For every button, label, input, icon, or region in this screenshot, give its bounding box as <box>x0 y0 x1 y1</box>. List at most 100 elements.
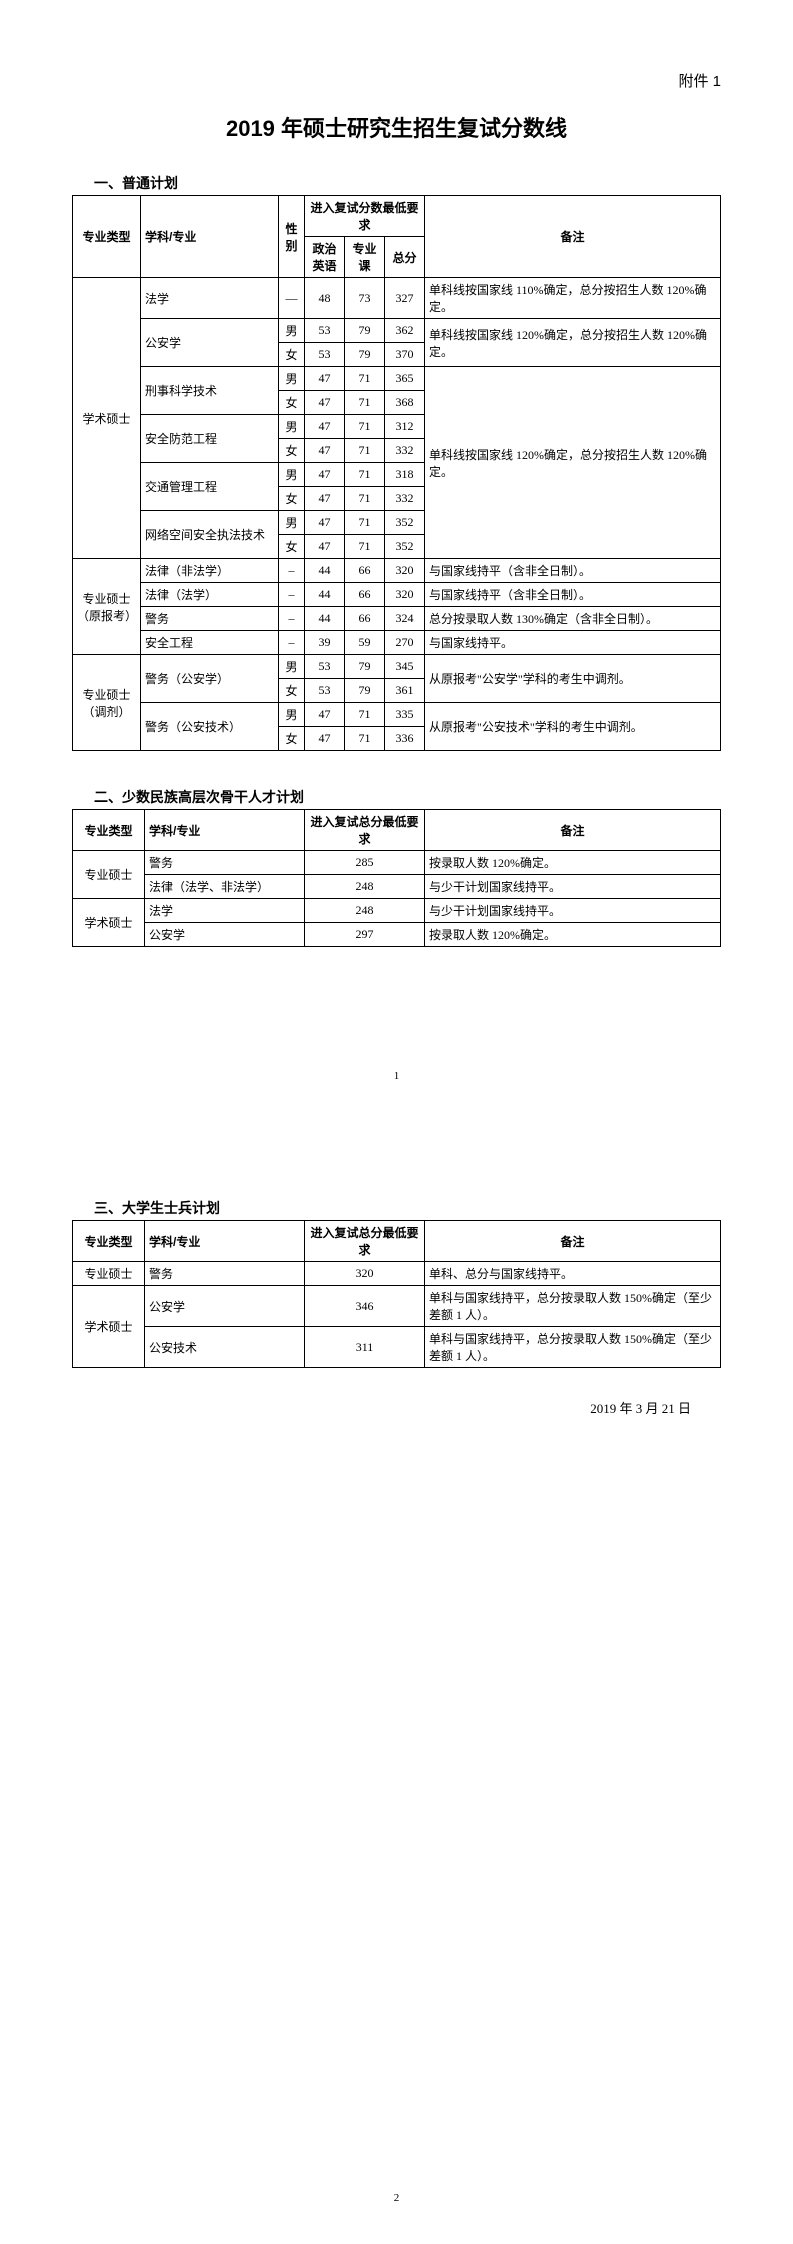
cell-p: 47 <box>305 703 345 727</box>
col-subject: 学科/专业 <box>141 196 279 278</box>
cell-score: 248 <box>305 899 425 923</box>
cell-type: 专业硕士 <box>73 851 145 899</box>
cell-m: 66 <box>345 559 385 583</box>
col-politics: 政治英语 <box>305 237 345 278</box>
cell-m: 79 <box>345 343 385 367</box>
cell-m: 71 <box>345 511 385 535</box>
table-soldier-plan: 专业类型 学科/专业 进入复试总分最低要求 备注 专业硕士警务320单科、总分与… <box>72 1220 721 1368</box>
col-score: 进入复试总分最低要求 <box>305 810 425 851</box>
cell-note: 总分按录取人数 130%确定（含非全日制）。 <box>425 607 721 631</box>
cell-subject: 网络空间安全执法技术 <box>141 511 279 559</box>
cell-sex: 女 <box>279 727 305 751</box>
cell-m: 73 <box>345 278 385 319</box>
page-2: 三、大学生士兵计划 专业类型 学科/专业 进入复试总分最低要求 备注 专业硕士警… <box>0 1122 793 2244</box>
cell-subject: 警务（公安技术） <box>141 703 279 751</box>
cell-t: 332 <box>385 439 425 463</box>
cell-sex: — <box>279 278 305 319</box>
cell-sex: 男 <box>279 319 305 343</box>
table-header-row: 专业类型 学科/专业 进入复试总分最低要求 备注 <box>73 810 721 851</box>
section-1-title: 一、普通计划 <box>94 173 721 193</box>
cell-p: 53 <box>305 679 345 703</box>
cell-type: 专业硕士 <box>73 1262 145 1286</box>
table-row: 法律（法学、非法学）248与少干计划国家线持平。 <box>73 875 721 899</box>
page-number: 2 <box>0 2192 793 2204</box>
cell-m: 71 <box>345 463 385 487</box>
cell-p: 53 <box>305 319 345 343</box>
cell-p: 47 <box>305 463 345 487</box>
cell-p: 47 <box>305 487 345 511</box>
cell-subject: 警务（公安学） <box>141 655 279 703</box>
cell-subject: 警务 <box>145 1262 305 1286</box>
cell-p: 44 <box>305 583 345 607</box>
cell-type: 专业硕士（调剂） <box>73 655 141 751</box>
cell-m: 79 <box>345 319 385 343</box>
cell-t: 320 <box>385 559 425 583</box>
cell-t: 320 <box>385 583 425 607</box>
table-minority-plan: 专业类型 学科/专业 进入复试总分最低要求 备注 专业硕士警务285按录取人数 … <box>72 809 721 947</box>
cell-p: 47 <box>305 535 345 559</box>
cell-note: 从原报考"公安技术"学科的考生中调剂。 <box>425 703 721 751</box>
table-row: 公安技术311单科与国家线持平，总分按录取人数 150%确定（至少差额 1 人）… <box>73 1327 721 1368</box>
table-row: 安全工程–3959270与国家线持平。 <box>73 631 721 655</box>
cell-subject: 刑事科学技术 <box>141 367 279 415</box>
col-note: 备注 <box>425 1221 721 1262</box>
cell-m: 71 <box>345 439 385 463</box>
table-row: 公安学297按录取人数 120%确定。 <box>73 923 721 947</box>
cell-subject: 法律（法学） <box>141 583 279 607</box>
page-1: 附件 1 2019 年硕士研究生招生复试分数线 一、普通计划 专业类型 学科/专… <box>0 0 793 1122</box>
cell-note: 与国家线持平（含非全日制）。 <box>425 583 721 607</box>
table-row: 公安学男5379362单科线按国家线 120%确定，总分按招生人数 120%确定… <box>73 319 721 343</box>
cell-m: 71 <box>345 391 385 415</box>
cell-subject: 交通管理工程 <box>141 463 279 511</box>
cell-note: 单科线按国家线 120%确定，总分按招生人数 120%确定。 <box>425 367 721 559</box>
cell-m: 66 <box>345 583 385 607</box>
cell-p: 39 <box>305 631 345 655</box>
col-total: 总分 <box>385 237 425 278</box>
cell-t: 270 <box>385 631 425 655</box>
cell-sex: 女 <box>279 439 305 463</box>
cell-t: 365 <box>385 367 425 391</box>
cell-sex: 女 <box>279 343 305 367</box>
cell-sex: 女 <box>279 487 305 511</box>
table-row: 专业硕士（调剂）警务（公安学）男5379345从原报考"公安学"学科的考生中调剂… <box>73 655 721 679</box>
cell-subject: 法学 <box>141 278 279 319</box>
cell-m: 71 <box>345 703 385 727</box>
cell-t: 312 <box>385 415 425 439</box>
col-type: 专业类型 <box>73 196 141 278</box>
cell-m: 71 <box>345 535 385 559</box>
table-row: 警务–4466324总分按录取人数 130%确定（含非全日制）。 <box>73 607 721 631</box>
page-number: 1 <box>0 1070 793 1082</box>
cell-type: 专业硕士（原报考） <box>73 559 141 655</box>
cell-t: 362 <box>385 319 425 343</box>
cell-subject: 法律（法学、非法学） <box>145 875 305 899</box>
cell-note: 与少干计划国家线持平。 <box>425 899 721 923</box>
cell-sex: 男 <box>279 415 305 439</box>
table-row: 学术硕士公安学346单科与国家线持平，总分按录取人数 150%确定（至少差额 1… <box>73 1286 721 1327</box>
cell-m: 66 <box>345 607 385 631</box>
col-type: 专业类型 <box>73 1221 145 1262</box>
cell-note: 按录取人数 120%确定。 <box>425 923 721 947</box>
table-header-row: 专业类型 学科/专业 性别 进入复试分数最低要求 备注 <box>73 196 721 237</box>
table-row: 警务（公安技术）男4771335从原报考"公安技术"学科的考生中调剂。 <box>73 703 721 727</box>
cell-score: 248 <box>305 875 425 899</box>
col-major: 专业课 <box>345 237 385 278</box>
cell-sex: – <box>279 559 305 583</box>
cell-p: 53 <box>305 343 345 367</box>
cell-subject: 警务 <box>141 607 279 631</box>
section-2-title: 二、少数民族高层次骨干人才计划 <box>94 787 721 807</box>
cell-t: 352 <box>385 535 425 559</box>
col-req-group: 进入复试分数最低要求 <box>305 196 425 237</box>
cell-note: 从原报考"公安学"学科的考生中调剂。 <box>425 655 721 703</box>
cell-note: 单科线按国家线 110%确定，总分按招生人数 120%确定。 <box>425 278 721 319</box>
cell-sex: 男 <box>279 463 305 487</box>
cell-p: 47 <box>305 727 345 751</box>
cell-t: 368 <box>385 391 425 415</box>
cell-t: 352 <box>385 511 425 535</box>
cell-t: 336 <box>385 727 425 751</box>
col-note: 备注 <box>425 810 721 851</box>
cell-p: 44 <box>305 559 345 583</box>
cell-type: 学术硕士 <box>73 1286 145 1368</box>
cell-t: 324 <box>385 607 425 631</box>
cell-p: 53 <box>305 655 345 679</box>
col-gender: 性别 <box>279 196 305 278</box>
